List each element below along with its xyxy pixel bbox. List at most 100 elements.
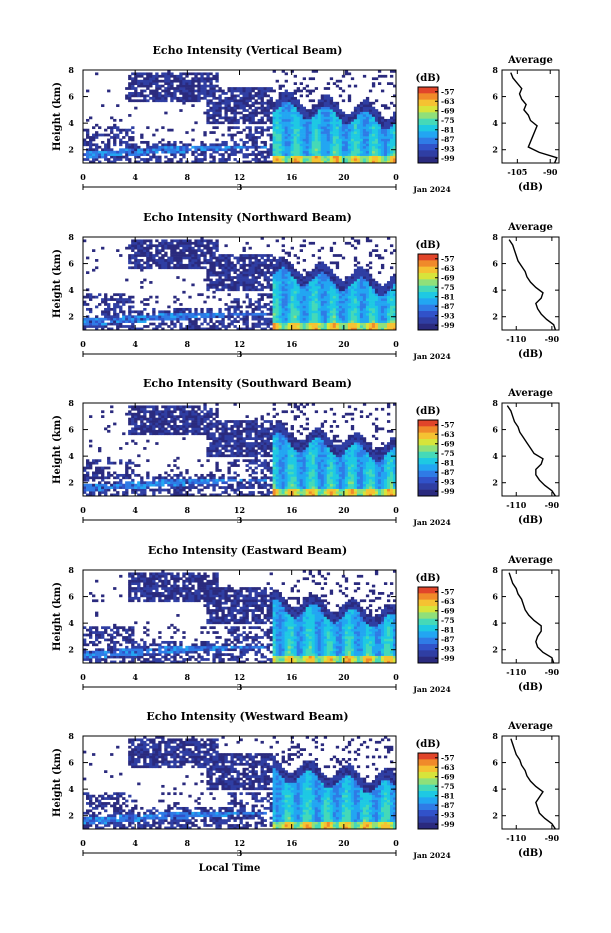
heatmap-cell bbox=[167, 146, 170, 149]
heatmap-cell bbox=[324, 114, 327, 117]
heatmap-cell bbox=[321, 134, 324, 137]
heatmap-cell bbox=[143, 80, 146, 83]
heatmap-cell bbox=[312, 134, 315, 137]
heatmap-cell bbox=[221, 141, 224, 144]
heatmap-cell bbox=[381, 139, 384, 142]
heatmap-cell bbox=[372, 134, 375, 137]
heatmap-cell bbox=[170, 72, 173, 75]
heatmap-cell bbox=[104, 146, 107, 149]
heatmap-cell bbox=[131, 247, 134, 250]
heatmap-cell bbox=[357, 151, 360, 154]
heatmap-cell bbox=[179, 318, 182, 321]
heatmap-cell bbox=[125, 489, 128, 492]
heatmap-cell bbox=[360, 146, 363, 149]
heatmap-cell bbox=[327, 303, 330, 306]
heatmap-cell bbox=[212, 107, 215, 110]
heatmap-cell bbox=[179, 413, 182, 416]
heatmap-cell bbox=[300, 296, 303, 299]
heatmap-cell bbox=[339, 121, 342, 124]
heatmap-cell bbox=[330, 117, 333, 120]
heatmap-cell bbox=[318, 129, 321, 132]
heatmap-cell bbox=[285, 306, 288, 309]
heatmap-cell bbox=[312, 114, 315, 117]
heatmap-cell bbox=[197, 257, 200, 260]
heatmap-cell bbox=[203, 318, 206, 321]
heatmap-cell bbox=[98, 323, 101, 326]
heatmap-cell bbox=[315, 107, 318, 110]
heatmap-cell bbox=[233, 143, 236, 146]
chart-panel: Echo Intensity (Northward Beam)2468Heigh… bbox=[52, 211, 560, 361]
heatmap-cell bbox=[233, 112, 236, 115]
heatmap-cell bbox=[345, 72, 348, 75]
heatmap-cell bbox=[267, 114, 270, 117]
heatmap-cell bbox=[333, 318, 336, 321]
heatmap-cell bbox=[164, 430, 167, 433]
heatmap-cell bbox=[279, 126, 282, 129]
heatmap-cell bbox=[164, 310, 167, 313]
heatmap-cell bbox=[354, 323, 357, 326]
heatmap-cell bbox=[203, 80, 206, 83]
heatmap-cell bbox=[167, 82, 170, 85]
heatmap-cell bbox=[140, 418, 143, 421]
heatmap-cell bbox=[363, 75, 366, 78]
heatmap-cell bbox=[110, 126, 113, 129]
heatmap-cell bbox=[261, 107, 264, 110]
heatmap-cell bbox=[179, 153, 182, 156]
heatmap-cell bbox=[224, 254, 227, 257]
heatmap-cell bbox=[152, 151, 155, 154]
heatmap-cell bbox=[312, 148, 315, 151]
heatmap-cell bbox=[345, 146, 348, 149]
heatmap-cell bbox=[218, 114, 221, 117]
heatmap-cell bbox=[273, 274, 276, 277]
heatmap-cell bbox=[333, 148, 336, 151]
heatmap-cell bbox=[179, 308, 182, 311]
heatmap-cell bbox=[155, 252, 158, 255]
heatmap-cell bbox=[327, 94, 330, 97]
heatmap-cell bbox=[345, 141, 348, 144]
heatmap-cell bbox=[158, 92, 161, 95]
heatmap-cell bbox=[324, 284, 327, 287]
heatmap-cell bbox=[224, 119, 227, 122]
heatmap-cell bbox=[113, 119, 116, 122]
heatmap-cell bbox=[375, 153, 378, 156]
heatmap-cell bbox=[351, 296, 354, 299]
heatmap-cell bbox=[131, 257, 134, 260]
heatmap-cell bbox=[303, 134, 306, 137]
heatmap-cell bbox=[134, 254, 137, 257]
heatmap-cell bbox=[351, 301, 354, 304]
heatmap-cell bbox=[348, 121, 351, 124]
heatmap-cell bbox=[309, 126, 312, 129]
heatmap-cell bbox=[137, 264, 140, 267]
heatmap-cell bbox=[330, 77, 333, 80]
heatmap-cell bbox=[149, 484, 152, 487]
heatmap-cell bbox=[209, 239, 212, 242]
heatmap-cell bbox=[339, 156, 342, 159]
heatmap-cell bbox=[375, 119, 378, 122]
heatmap-cell bbox=[191, 90, 194, 93]
heatmap-cell bbox=[297, 90, 300, 93]
heatmap-cell bbox=[375, 286, 378, 289]
heatmap-cell bbox=[131, 85, 134, 88]
heatmap-cell bbox=[264, 306, 267, 309]
heatmap-cell bbox=[155, 143, 158, 146]
heatmap-cell bbox=[143, 432, 146, 435]
heatmap-cell bbox=[233, 325, 236, 328]
heatmap-cell bbox=[303, 121, 306, 124]
heatmap-cell bbox=[255, 121, 258, 124]
heatmap-cell bbox=[176, 310, 179, 313]
heatmap-cell bbox=[143, 447, 146, 450]
heatmap-cell bbox=[261, 264, 264, 267]
heatmap-cell bbox=[134, 94, 137, 97]
heatmap-cell bbox=[309, 119, 312, 122]
heatmap-cell bbox=[279, 124, 282, 127]
heatmap-cell bbox=[348, 129, 351, 132]
heatmap-cell bbox=[252, 90, 255, 93]
heatmap-cell bbox=[282, 306, 285, 309]
heatmap-cell bbox=[366, 112, 369, 115]
heatmap-cell bbox=[209, 109, 212, 112]
heatmap-cell bbox=[107, 425, 110, 428]
heatmap-cell bbox=[354, 156, 357, 159]
heatmap-cell bbox=[348, 288, 351, 291]
x-tick-label: 0 bbox=[393, 172, 399, 182]
heatmap-cell bbox=[312, 153, 315, 156]
